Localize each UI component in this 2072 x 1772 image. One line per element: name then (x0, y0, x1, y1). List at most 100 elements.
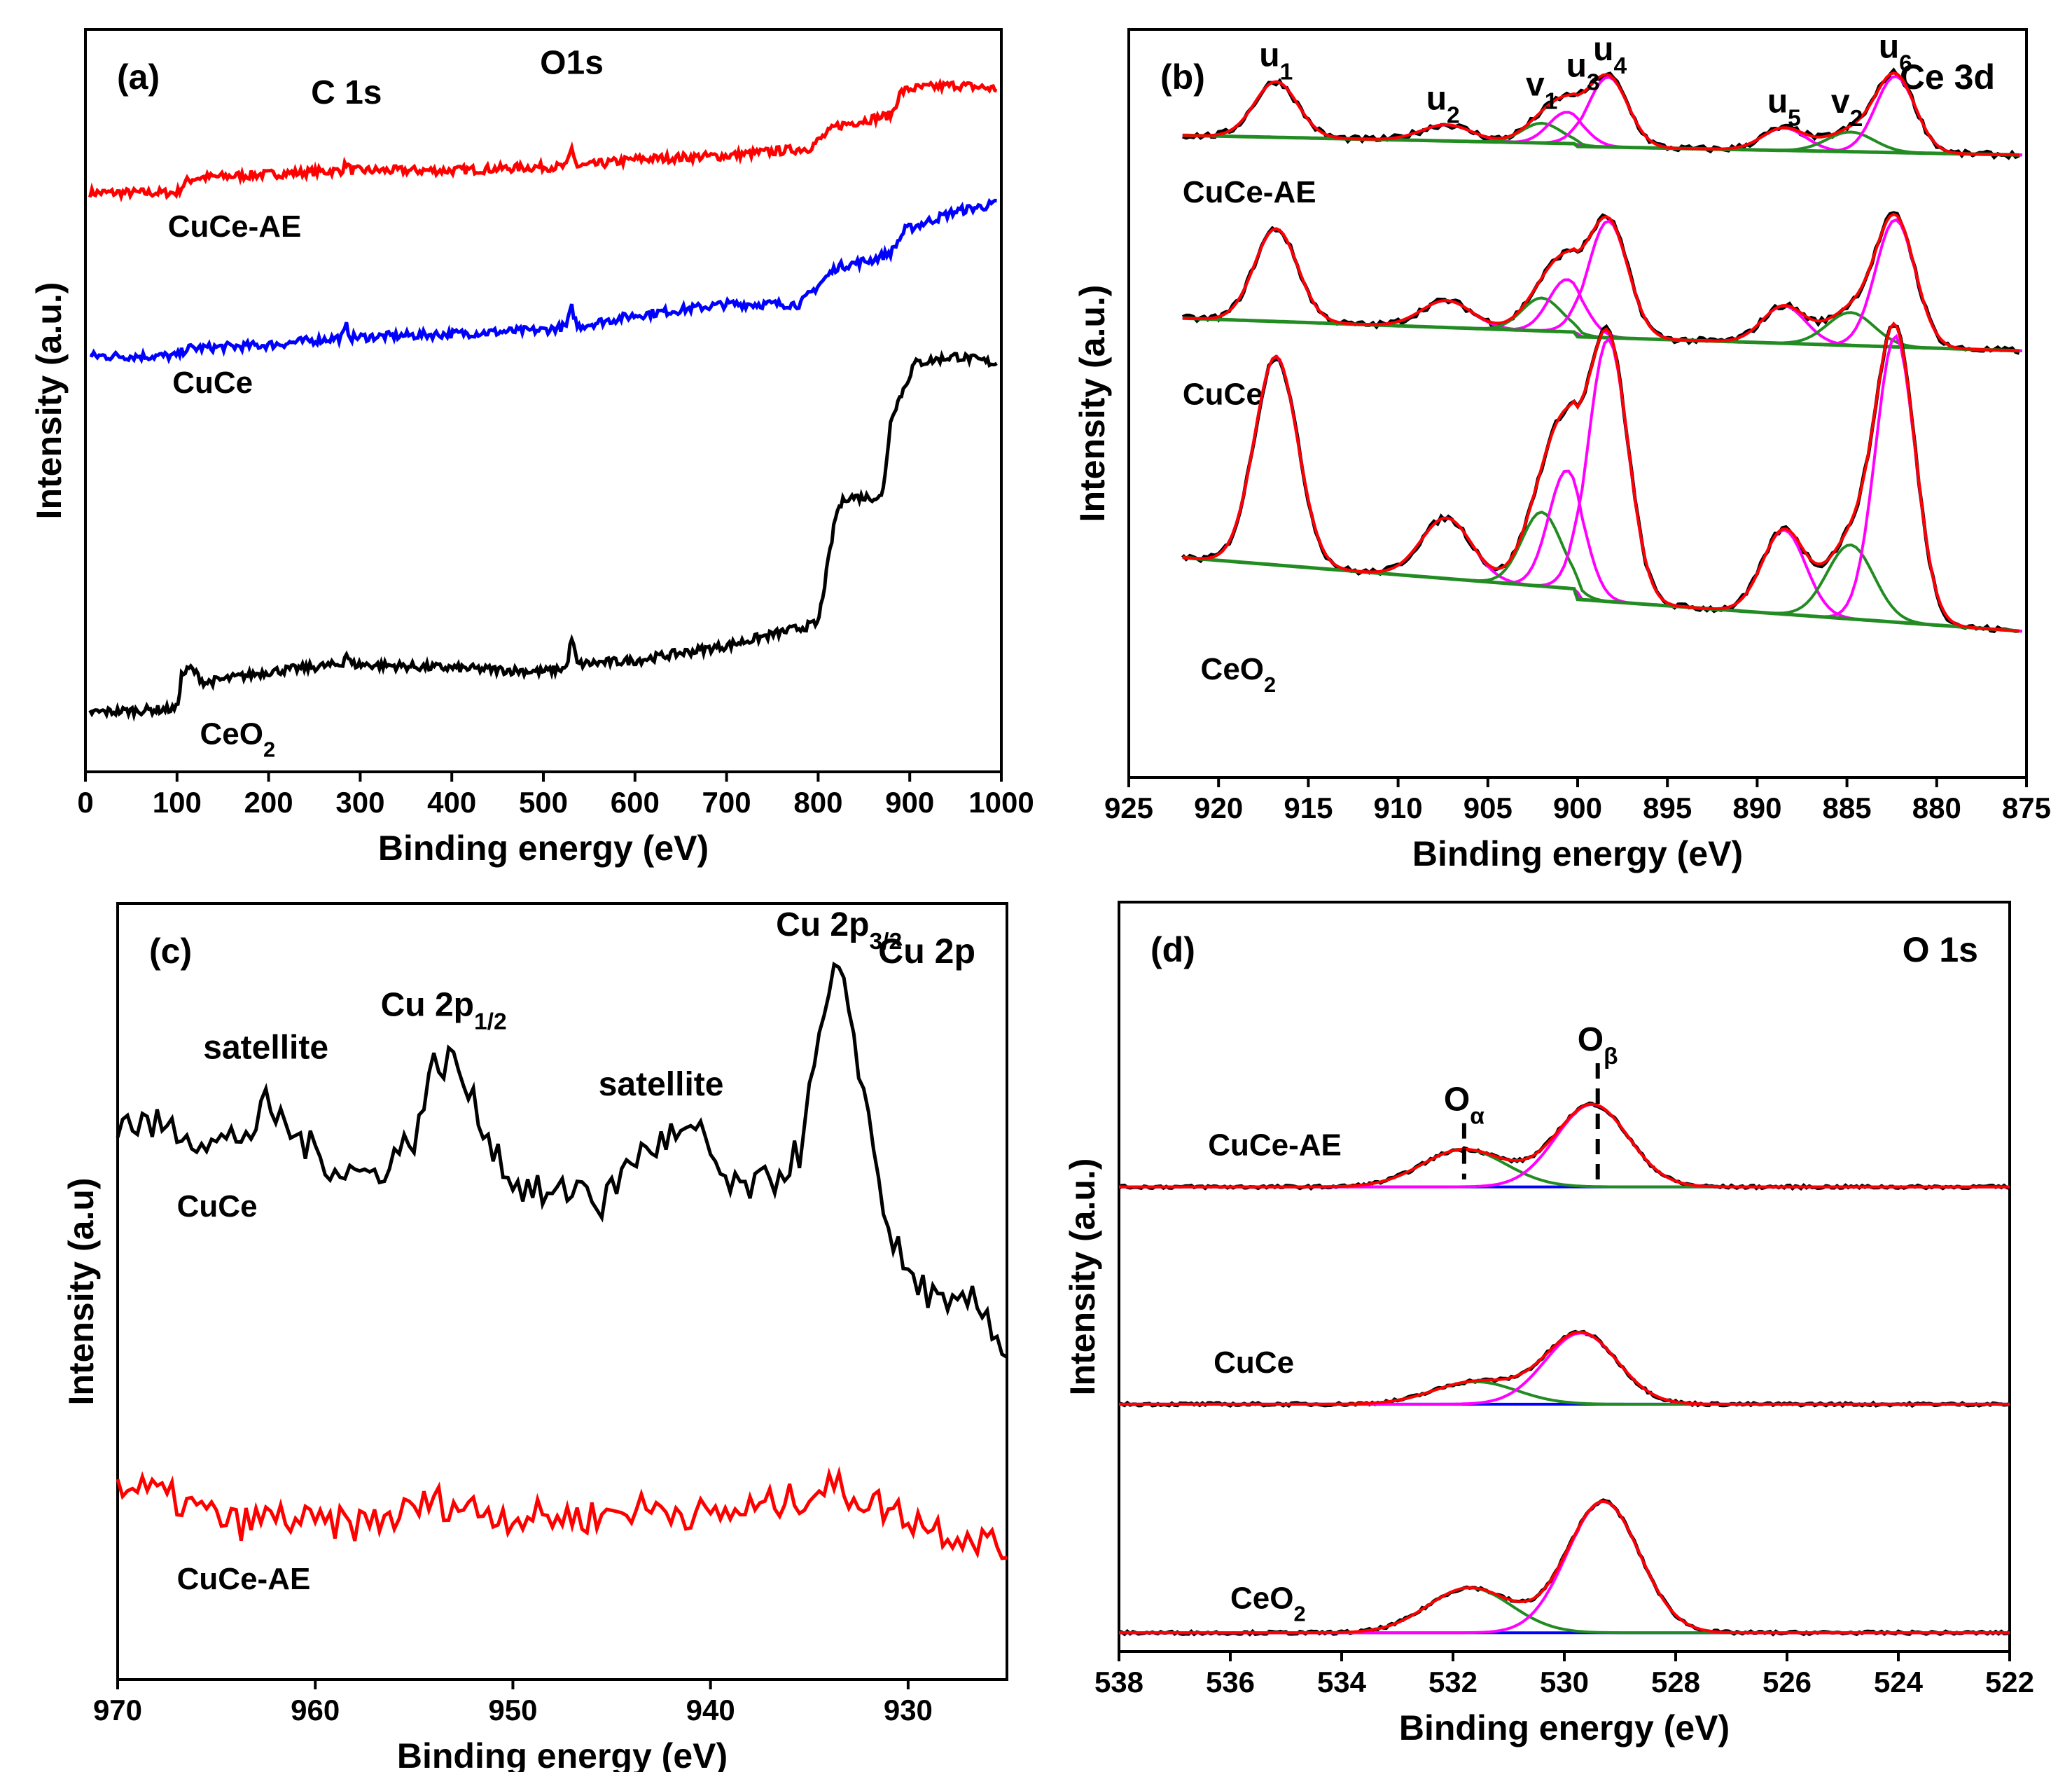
x-tick-label: 522 (1985, 1666, 2034, 1698)
panel-d-o1s: 538 536 534 532 530 528 526 524 522 Binding energ… (1063, 901, 2034, 1747)
fit-component-v2-ceo2 (1182, 544, 2022, 633)
x-tick-label: 400 (427, 786, 476, 819)
x-tick-label: 528 (1651, 1666, 1700, 1698)
x-tick-label: 100 (153, 786, 202, 819)
peak-annotation: O1s (540, 45, 604, 82)
fit-component-v1-ceo2 (1182, 511, 2022, 633)
panel-c-cu2p: 970 960 950 940 930 Binding energy (eV) Intens… (62, 902, 1008, 1772)
x-tick-label: 905 (1463, 791, 1513, 824)
fit-component-u5-ceo2 (1182, 528, 2022, 633)
series-label-cuce: CuCe (172, 366, 253, 400)
panel-label: (d) (1150, 930, 1195, 969)
y-axis-title: Intensity (a.u.) (1073, 285, 1112, 522)
plot-frame (116, 902, 1008, 1681)
raw-spectrum-ceo2 (1181, 324, 2019, 633)
x-tick-label: 538 (1094, 1666, 1143, 1698)
x-tick-label: 532 (1428, 1666, 1477, 1698)
series-line-cuce (89, 198, 997, 365)
peak-annotation: satellite (203, 1030, 328, 1067)
x-tick-label: 536 (1206, 1666, 1255, 1698)
series-label-ceo2: CeO2 (1230, 1581, 1306, 1626)
x-tick-label: 700 (702, 786, 751, 819)
x-tick-label: 524 (1874, 1666, 1924, 1698)
x-axis-title: Binding energy (eV) (378, 829, 709, 868)
series-label-cuce-ae: CuCe-AE (168, 209, 302, 244)
peak-label-u6: u6 (1879, 28, 1912, 76)
o-alpha-component-cuce (1119, 1380, 2010, 1406)
series-label-ceo2: CeO2 (200, 717, 276, 762)
background-ceo2 (1182, 555, 2019, 633)
marker-label-oalpha: Oα (1444, 1081, 1485, 1130)
series-line-ceo2 (88, 349, 998, 722)
x-tick-label: 890 (1732, 791, 1781, 824)
series-label-cuce: CuCe (1183, 378, 1263, 412)
series-label-cuce-ae: CuCe-AE (177, 1562, 311, 1596)
peak-label-u5: u5 (1767, 83, 1801, 131)
x-tick-label: 880 (1912, 791, 1961, 824)
x-tick-label: 970 (93, 1694, 142, 1726)
x-tick-label: 950 (488, 1694, 537, 1726)
envelope-cuce (1182, 212, 2019, 352)
peak-annotation: satellite (599, 1066, 724, 1103)
panel-label: (b) (1160, 57, 1205, 97)
series-label-cuce-ae: CuCe-AE (1208, 1128, 1342, 1163)
plot-frame (1118, 901, 2011, 1653)
fit-component-u2-ceo2 (1182, 516, 2022, 633)
x-tick-label: 534 (1317, 1666, 1367, 1698)
x-tick-label: 600 (611, 786, 660, 819)
marker-label-obeta: Oβ (1578, 1021, 1618, 1070)
fit-component-u4-ceo2 (1182, 337, 2022, 633)
panel-label: (a) (117, 57, 160, 97)
series-line-cuce-ae (116, 1466, 1008, 1560)
y-axis-title: Intensity (a.u.) (29, 282, 69, 520)
series-label-cuce: CuCe (177, 1189, 258, 1224)
corner-label: Cu 2p (878, 932, 975, 971)
fit-component-u6-ceo2 (1182, 333, 2022, 633)
x-tick-label: 915 (1284, 791, 1333, 824)
x-tick-label: 900 (885, 786, 934, 819)
x-tick-label: 960 (291, 1694, 340, 1726)
peak-label-v1: v1 (1526, 67, 1557, 115)
x-tick-label: 940 (686, 1694, 735, 1726)
x-axis-title: Binding energy (eV) (1399, 1708, 1730, 1747)
envelope-cuce-ae (1182, 71, 2019, 157)
peak-annotation: Cu 2p1/2 (381, 987, 507, 1035)
panel-b-ce3d: 925 920 915 910 905 900 895 890 885 880 875 Binding… (1073, 28, 2051, 873)
series-label-ceo2: CeO2 (1201, 652, 1277, 697)
panel-label: (c) (149, 932, 192, 971)
y-axis-title: Intensity (a.u.) (1063, 1158, 1102, 1396)
x-axis-title: Binding energy (eV) (1412, 834, 1743, 873)
x-axis-title: Binding energy (eV) (397, 1736, 728, 1772)
x-tick-label: 530 (1540, 1666, 1589, 1698)
x-tick-label: 900 (1553, 791, 1602, 824)
x-tick-label: 930 (884, 1694, 933, 1726)
plot-frame (84, 28, 1003, 773)
x-tick-label: 885 (1823, 791, 1872, 824)
x-tick-label: 910 (1374, 791, 1423, 824)
envelope-ceo2 (1119, 1500, 2010, 1635)
peak-label-u1: u1 (1259, 37, 1293, 85)
x-tick-label: 920 (1194, 791, 1243, 824)
x-tick-label: 500 (519, 786, 568, 819)
x-tick-label: 800 (793, 786, 842, 819)
corner-label: Ce 3d (1900, 57, 1995, 97)
y-axis-title: Intensity (a.u) (62, 1177, 101, 1405)
series-line-cuce-ae (88, 77, 998, 203)
background-cuce-ae (1182, 133, 2019, 157)
x-tick-label: 925 (1104, 791, 1153, 824)
peak-label-v2: v2 (1831, 83, 1863, 132)
series-label-cuce-ae: CuCe-AE (1183, 175, 1316, 209)
series-label-cuce: CuCe (1214, 1345, 1294, 1380)
x-tick-label: 0 (77, 786, 93, 819)
peak-label-u2: u2 (1426, 80, 1460, 128)
panel-a-survey: 0 100 200 300 400 500 600 700 800 900 1000 Binding … (29, 28, 1034, 868)
series-line-cuce (116, 961, 1008, 1359)
x-tick-label: 875 (2002, 791, 2051, 824)
x-tick-label: 895 (1643, 791, 1692, 824)
corner-label: O 1s (1903, 930, 1978, 969)
envelope-ceo2 (1182, 321, 2019, 632)
x-tick-label: 300 (335, 786, 384, 819)
envelope-cuce (1119, 1331, 2010, 1406)
x-tick-label: 200 (244, 786, 293, 819)
